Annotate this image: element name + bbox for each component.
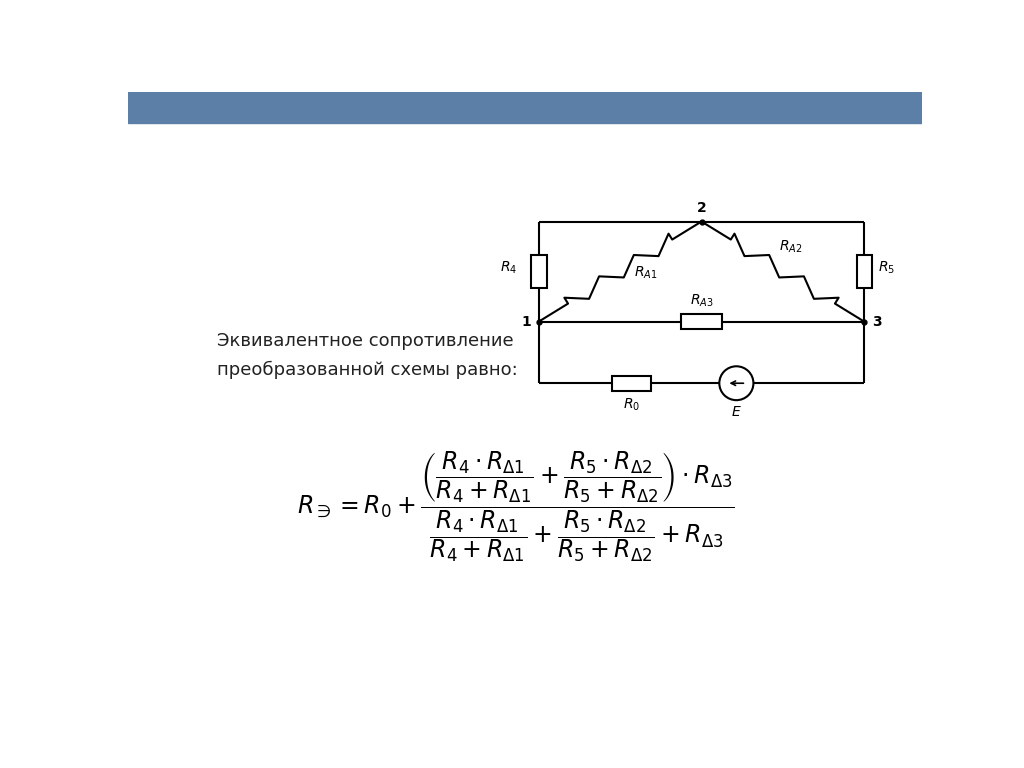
Text: 3: 3 (872, 315, 882, 329)
Text: Эквивалентное сопротивление: Эквивалентное сопротивление (217, 332, 514, 350)
Circle shape (719, 366, 754, 400)
Text: $R_{A2}$: $R_{A2}$ (779, 238, 803, 255)
Bar (128, 92, 922, 123)
Text: $R_5$: $R_5$ (879, 260, 895, 276)
Text: $R_{A3}$: $R_{A3}$ (690, 293, 714, 310)
Bar (856, 256, 872, 288)
Text: $R_{A1}$: $R_{A1}$ (634, 265, 657, 281)
Bar (531, 256, 547, 288)
Text: $R_0$: $R_0$ (624, 396, 640, 412)
Text: $E$: $E$ (731, 405, 741, 419)
Bar (612, 376, 651, 391)
Text: $R_{\mathsf{\ni}} = R_0 + \dfrac{\left(\dfrac{R_4 \cdot R_{\Delta 1}}{R_4 + R_{\: $R_{\mathsf{\ni}} = R_0 + \dfrac{\left(\… (297, 449, 734, 564)
Text: преобразованной схемы равно:: преобразованной схемы равно: (217, 361, 518, 379)
Bar (681, 314, 722, 329)
Text: $R_4$: $R_4$ (500, 260, 517, 276)
Text: 2: 2 (696, 201, 707, 215)
Text: 1: 1 (521, 315, 531, 329)
